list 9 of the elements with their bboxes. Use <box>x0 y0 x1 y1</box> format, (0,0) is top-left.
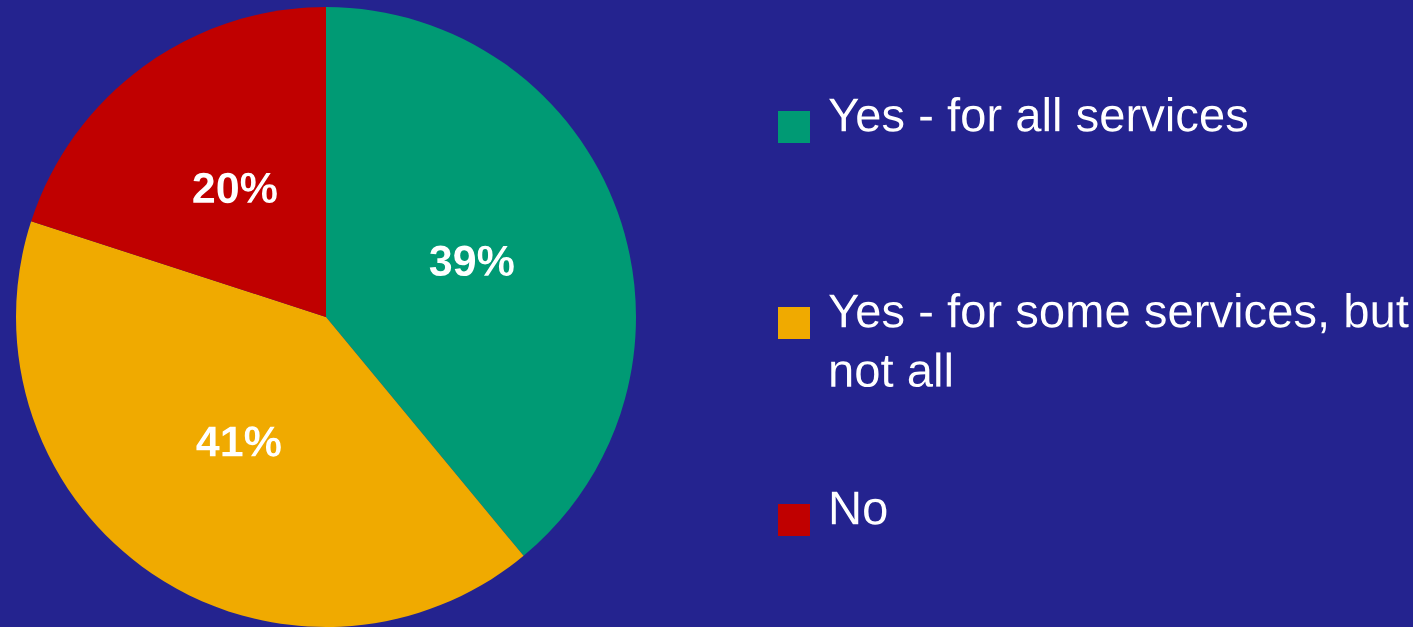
pie-slice <box>31 7 326 317</box>
legend-label: No <box>831 491 887 525</box>
legend-label: Yes - for all services <box>829 97 1248 132</box>
data-label: 39% <box>429 245 514 277</box>
pie-slice <box>16 221 524 627</box>
data-label: 41% <box>196 426 281 457</box>
legend-label: Yes - for some services, but not all <box>829 293 1409 388</box>
data-label: 20% <box>193 172 277 204</box>
pie-slice <box>326 7 636 556</box>
